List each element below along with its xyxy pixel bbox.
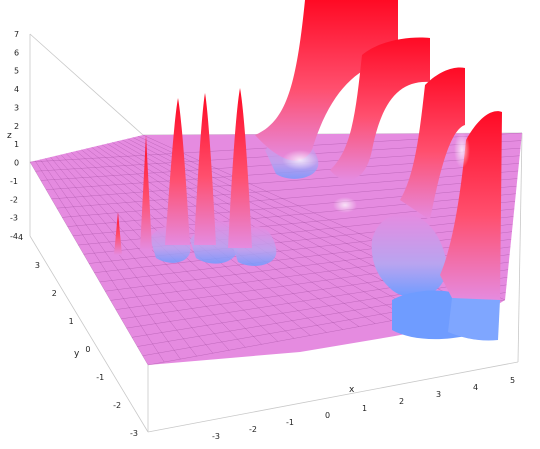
y-tick-label: 4 xyxy=(18,233,23,242)
glint xyxy=(282,150,318,170)
y-tick-label: -1 xyxy=(96,373,104,382)
z-tick-label: 0 xyxy=(14,159,19,168)
mesh-line xyxy=(29,161,149,366)
mesh-line xyxy=(105,239,512,292)
mesh-line xyxy=(60,154,246,348)
x-tick-label: 2 xyxy=(399,397,404,406)
x-tick-label: -2 xyxy=(249,425,257,434)
x-tick-label: 1 xyxy=(362,404,367,413)
z-tick-label: 1 xyxy=(14,140,19,149)
mesh-line xyxy=(99,231,512,283)
mesh-line xyxy=(131,276,508,338)
z-tick-label: 3 xyxy=(14,103,19,112)
peak-small-1 xyxy=(114,212,122,255)
surface xyxy=(29,0,523,366)
x-tick-label: 4 xyxy=(473,383,478,392)
mesh-line xyxy=(117,140,424,315)
z-tick-label: 5 xyxy=(14,67,19,76)
y-axis-ticks: -3 -2 -1 0 1 2 3 4 xyxy=(18,233,138,438)
x-axis-label: x xyxy=(349,385,355,395)
z-tick-label: 6 xyxy=(14,48,19,57)
z-axis-ticks: -4 -3 -2 -1 0 1 2 3 4 5 6 7 xyxy=(10,30,19,241)
z-tick-label: 2 xyxy=(14,122,19,131)
y-tick-label: 2 xyxy=(52,289,57,298)
ridge-3 xyxy=(400,67,465,220)
z-tick-label: -4 xyxy=(10,232,18,241)
y-tick-label: -3 xyxy=(130,429,138,438)
x-tick-label: 0 xyxy=(325,411,330,420)
mesh-line xyxy=(55,155,230,351)
box-edge xyxy=(29,33,144,136)
box-edge xyxy=(147,361,519,433)
ridge-4-lower xyxy=(448,298,500,341)
x-tick-label: 5 xyxy=(510,376,515,385)
x-tick-label: -1 xyxy=(286,418,294,427)
z-tick-label: -3 xyxy=(10,214,18,223)
z-tick-label: 4 xyxy=(14,85,19,94)
peak-3 xyxy=(228,88,252,248)
mesh-line xyxy=(94,223,513,273)
x-tick-label: -3 xyxy=(212,432,220,441)
mesh-line xyxy=(45,158,197,357)
y-tick-label: 0 xyxy=(85,345,90,354)
x-tick-label: 3 xyxy=(436,390,441,399)
glint xyxy=(333,197,357,213)
ridge-1 xyxy=(255,0,398,161)
peak-small-2 xyxy=(140,135,152,250)
mesh-line xyxy=(40,159,181,360)
peak-2 xyxy=(194,93,216,245)
z-tick-label: 7 xyxy=(14,30,19,39)
z-axis-label: z xyxy=(7,131,12,141)
z-tick-label: -2 xyxy=(10,195,18,204)
peak-1 xyxy=(165,98,190,245)
ridge-4 xyxy=(440,111,502,301)
y-axis-label: y xyxy=(74,349,80,359)
mesh-line xyxy=(56,170,519,209)
mesh-line xyxy=(50,156,214,354)
box-edge xyxy=(517,132,523,363)
mesh-line xyxy=(34,160,165,363)
y-tick-label: 1 xyxy=(69,317,74,326)
y-tick-label: -2 xyxy=(113,401,121,410)
x-axis-ticks: -3 -2 -1 0 1 2 3 4 5 xyxy=(212,376,515,441)
y-tick-label: 3 xyxy=(35,261,40,270)
box-edge xyxy=(29,235,149,433)
trough-right xyxy=(371,213,447,298)
z-tick-label: -1 xyxy=(10,177,18,186)
mesh-line xyxy=(62,178,518,218)
glint xyxy=(454,132,470,168)
ridge-2 xyxy=(330,37,430,181)
